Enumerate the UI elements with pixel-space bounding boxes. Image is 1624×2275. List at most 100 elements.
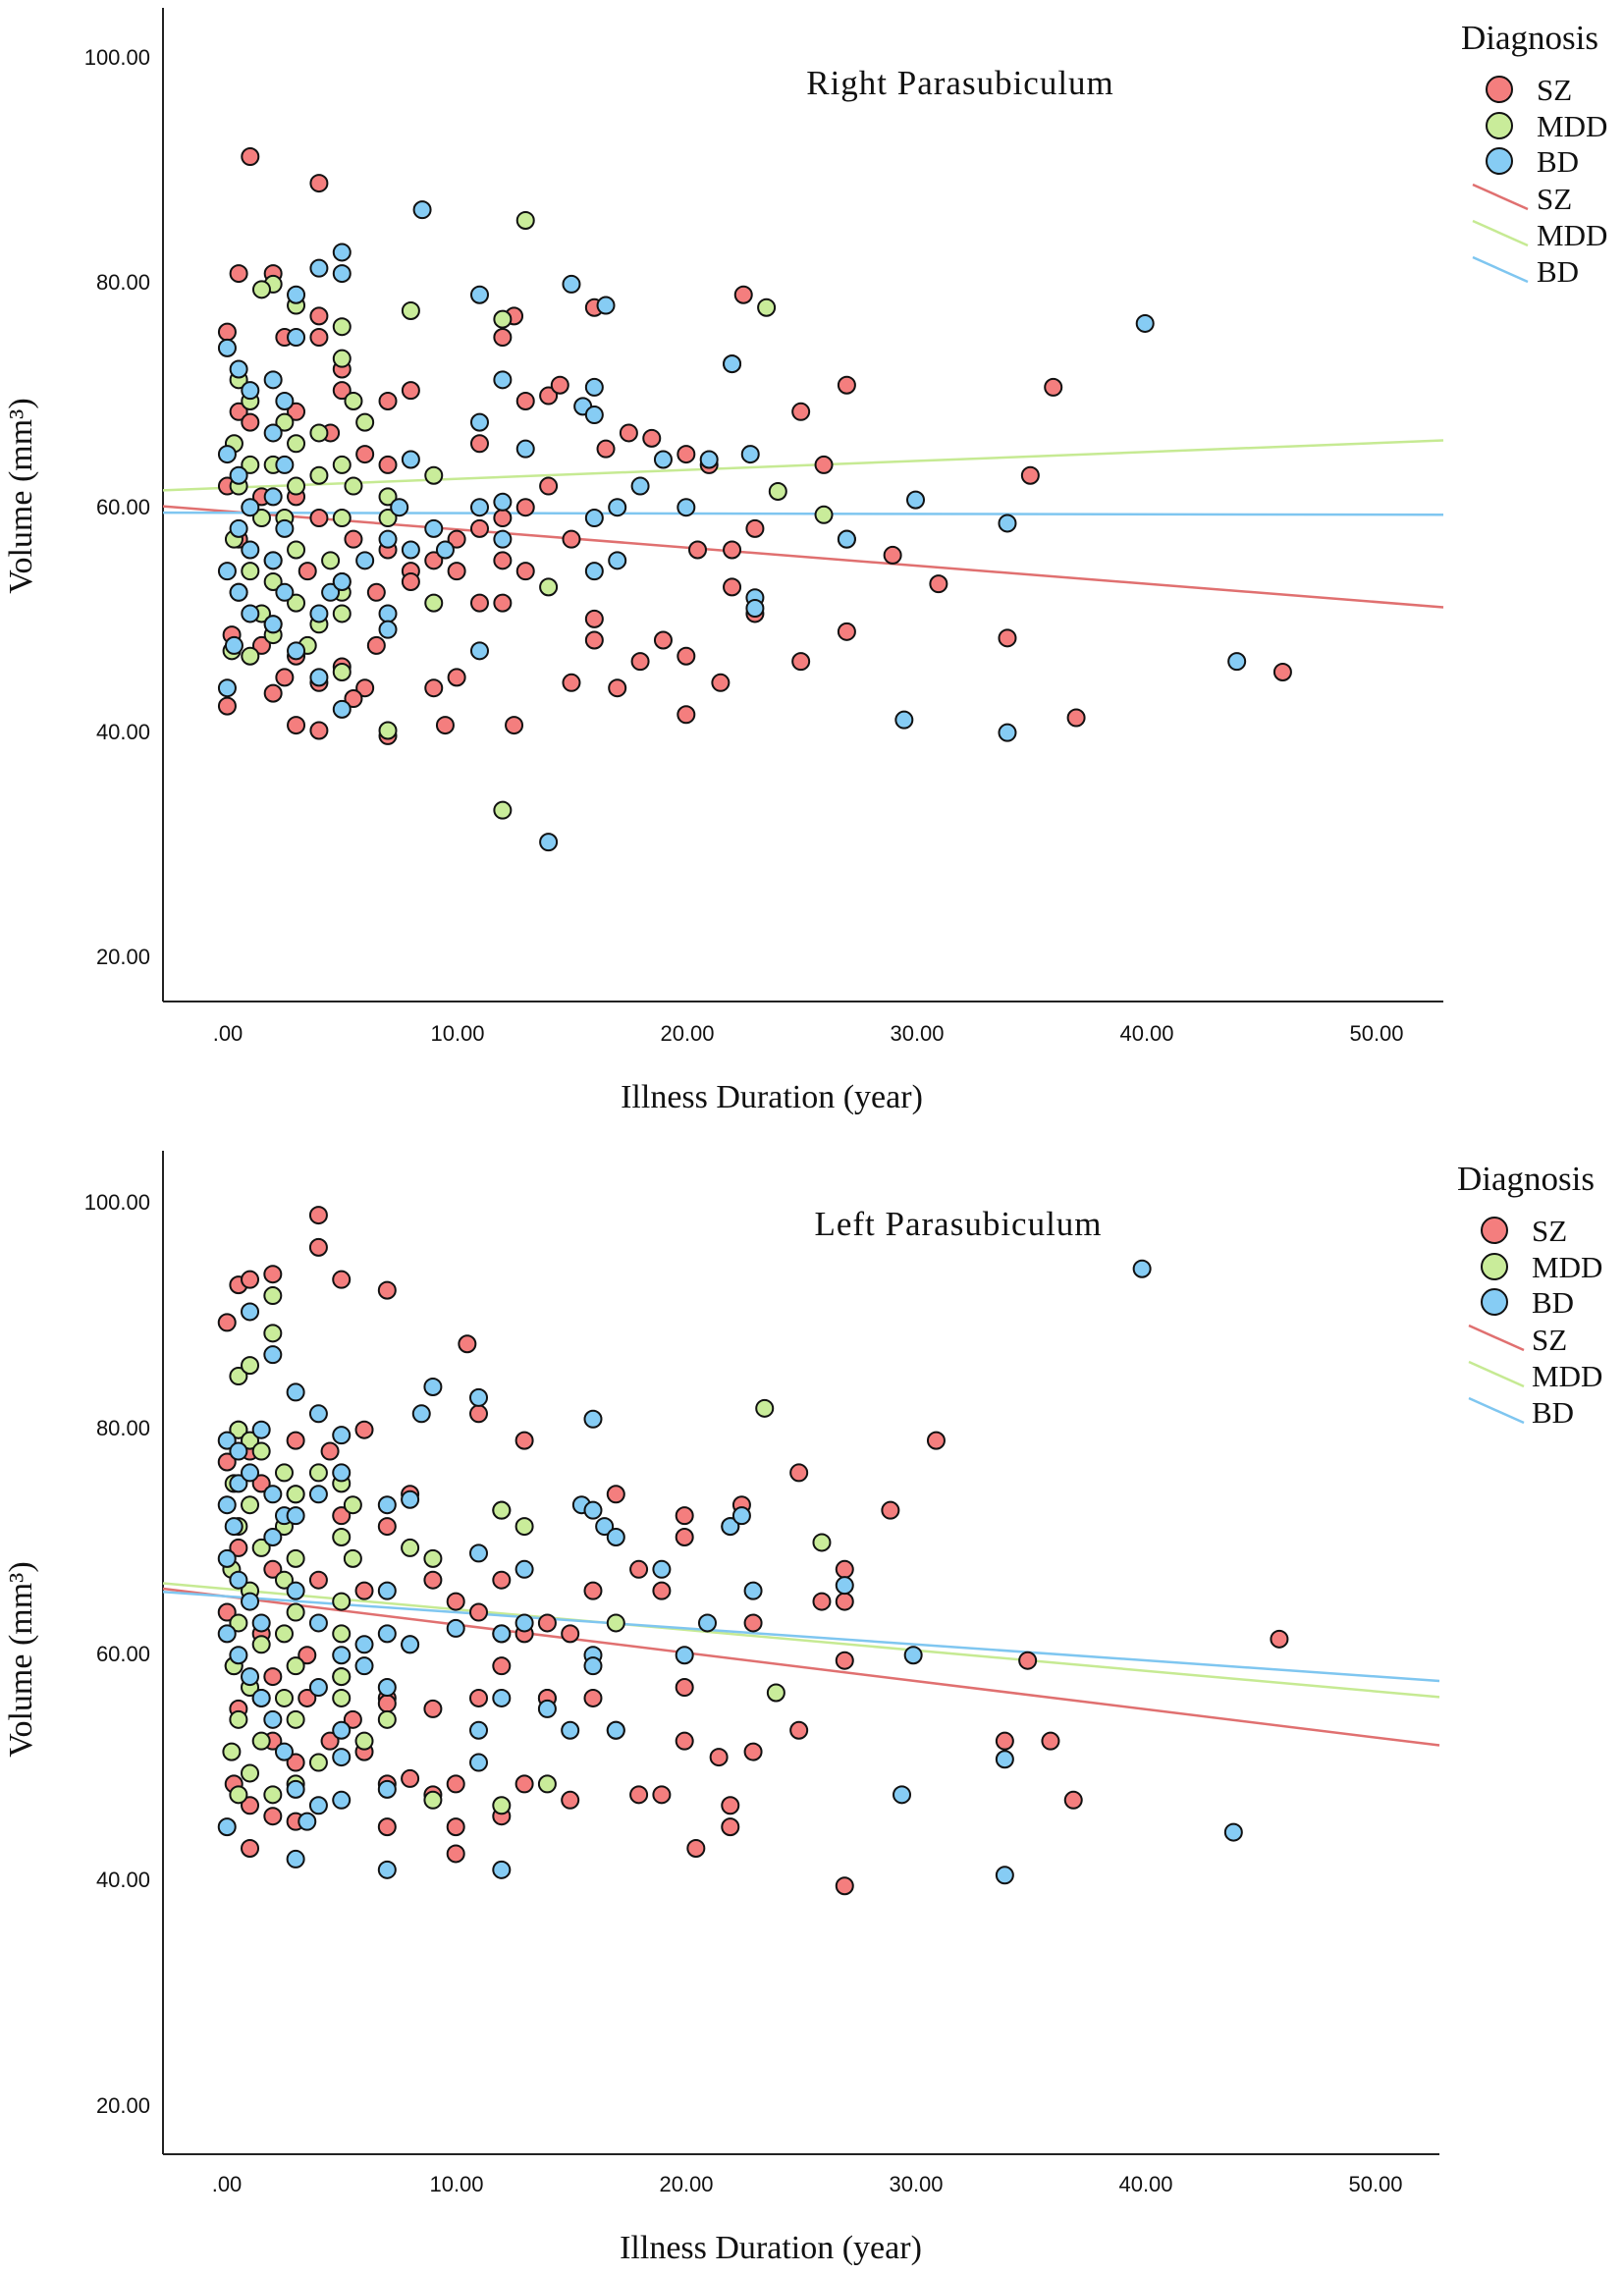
point-bd (723, 354, 742, 374)
point-mdd (493, 800, 513, 820)
point-sz (469, 1404, 489, 1424)
fit-line-sz (162, 505, 1444, 609)
fit-line-bd (162, 511, 1444, 516)
point-bd (217, 1624, 237, 1644)
x-axis-label: Illness Duration (year) (620, 2230, 922, 2266)
point-mdd (251, 1731, 271, 1751)
point-sz (355, 678, 375, 698)
point-sz (745, 518, 765, 538)
legend: Diagnosis SZ MDD BD SZ MDD BD (1461, 19, 1607, 289)
point-sz (446, 1844, 465, 1864)
y-ticks: 20.00 40.00 60.00 80.00 100.00 (84, 1190, 150, 2118)
point-sz (709, 1748, 729, 1767)
point-sz (401, 571, 420, 591)
point-sz (275, 668, 295, 687)
point-bd (241, 1463, 260, 1483)
point-bd (469, 641, 489, 661)
point-bd (584, 509, 604, 528)
point-sz (251, 635, 271, 655)
point-bd (740, 445, 760, 464)
point-bd (377, 1678, 397, 1698)
point-bd (584, 377, 604, 397)
point-sz (424, 551, 444, 570)
point-sz (343, 1709, 362, 1729)
point-bd (377, 1581, 397, 1600)
point-mdd (229, 1367, 248, 1386)
legend-label-bd: BD (1537, 144, 1579, 179)
point-bd (653, 450, 673, 469)
x-tick-label: 30.00 (890, 1021, 944, 1046)
point-bd (515, 439, 535, 459)
point-bd (263, 487, 283, 507)
point-sz (287, 716, 306, 735)
point-sz (711, 673, 731, 692)
point-sz (446, 1817, 465, 1837)
point-bd (229, 465, 248, 485)
fit-line-bd (162, 1590, 1440, 1683)
point-mdd (493, 309, 513, 329)
point-bd (263, 1709, 283, 1729)
point-mdd (263, 1785, 283, 1805)
point-sz (308, 1206, 328, 1225)
point-bd (332, 699, 352, 719)
point-bd (354, 1656, 374, 1676)
point-mdd (423, 1548, 443, 1568)
point-bd (251, 1613, 271, 1633)
point-mdd (344, 391, 363, 410)
point-sz (493, 593, 513, 613)
point-mdd (274, 1688, 294, 1707)
legend-line-mdd (1468, 1360, 1525, 1388)
point-sz (286, 1431, 305, 1450)
point-sz (721, 1796, 740, 1815)
point-sz (298, 1646, 317, 1665)
point-mdd (606, 1613, 625, 1633)
point-sz (584, 609, 604, 628)
point-sz (642, 428, 662, 448)
point-bd (583, 1656, 603, 1676)
point-bd (906, 490, 926, 510)
point-mdd (321, 551, 341, 570)
point-mdd (241, 1356, 260, 1376)
point-mdd (332, 455, 352, 474)
point-mdd (492, 1500, 512, 1520)
point-bd (412, 200, 432, 220)
point-sz (723, 577, 742, 597)
point-mdd (229, 1613, 248, 1633)
point-sz (835, 1876, 854, 1896)
point-bd (493, 370, 513, 390)
point-sz (263, 683, 283, 703)
point-sz (447, 529, 466, 549)
point-bd (241, 1302, 260, 1322)
point-sz (514, 1774, 534, 1794)
legend-label-mdd: MDD (1537, 109, 1607, 143)
point-bd (263, 615, 283, 634)
point-sz (619, 423, 638, 443)
point-bd (298, 1812, 317, 1831)
legend-title: Diagnosis (1461, 19, 1598, 57)
point-sz (458, 1334, 477, 1354)
point-sz (733, 285, 753, 304)
point-bd (241, 604, 260, 623)
point-sz (309, 721, 329, 740)
legend-marker-bd (1486, 147, 1513, 175)
point-sz (366, 635, 386, 655)
point-bd (275, 391, 295, 410)
point-bd (584, 562, 604, 581)
point-sz (1063, 1790, 1083, 1810)
point-mdd (515, 210, 535, 230)
point-mdd (401, 300, 420, 320)
point-mdd (251, 1635, 271, 1654)
x-tick-label: 30.00 (889, 2172, 943, 2196)
point-bd (492, 1860, 512, 1879)
point-bd (493, 492, 513, 512)
data-points (217, 147, 1292, 852)
point-bd (263, 370, 283, 390)
point-mdd (514, 1517, 534, 1537)
legend-line-bd (1472, 255, 1529, 284)
point-bd (309, 258, 329, 278)
point-mdd (275, 412, 295, 432)
point-mdd (241, 1431, 260, 1450)
point-sz (562, 529, 581, 549)
point-sz (447, 668, 466, 687)
point-bd (354, 1635, 374, 1654)
